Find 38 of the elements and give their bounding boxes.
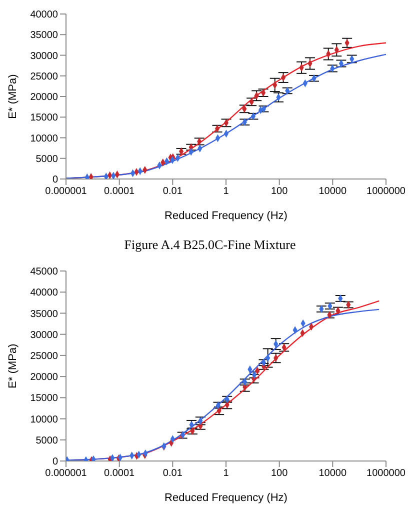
y-tick-label: 20000 (30, 372, 58, 384)
y-tick-label: 10000 (30, 133, 58, 144)
y-tick-label: 35000 (30, 308, 58, 320)
x-tick-label: 0.01 (162, 186, 183, 198)
x-tick-label: 1 (223, 186, 230, 198)
x-tick-label: 100 (270, 468, 288, 480)
y-tick-label: 15000 (30, 112, 58, 124)
x-tick-label: 10000 (318, 186, 348, 198)
x-axis-title: Reduced Frequency (Hz) (164, 492, 288, 504)
y-tick-label: 0 (52, 174, 58, 186)
y-tick-label: 20000 (30, 92, 58, 104)
y-tick-label: 5000 (36, 435, 58, 446)
y-tick-label: 45000 (30, 266, 58, 278)
y-tick-label: 40000 (30, 10, 58, 21)
y-tick-label: 40000 (30, 288, 58, 299)
x-tick-label: 10000 (318, 468, 348, 480)
x-axis-title: Reduced Frequency (Hz) (164, 210, 288, 222)
y-axis-title: E* (MPa) (6, 344, 19, 388)
y-tick-label: 30000 (30, 330, 58, 341)
y-tick-label: 35000 (30, 30, 58, 42)
y-tick-label: 5000 (36, 154, 58, 165)
y-tick-label: 30000 (30, 50, 58, 62)
y-tick-label: 10000 (30, 414, 58, 426)
y-tick-label: 0 (52, 456, 58, 468)
y-tick-label: 25000 (30, 350, 58, 362)
x-tick-label: 0.0001 (104, 468, 136, 480)
x-tick-label: 0.0001 (104, 186, 136, 198)
y-tick-label: 15000 (30, 393, 58, 404)
x-tick-label: 1000000 (366, 186, 406, 198)
x-tick-label: 100 (270, 186, 288, 198)
x-tick-label: 0.000001 (45, 186, 88, 198)
x-tick-label: 0.000001 (45, 468, 88, 480)
x-tick-label: 1 (223, 468, 230, 480)
y-tick-label: 25000 (30, 71, 58, 82)
text: Figure A.4 B25.0C-Fine Mixture (123, 237, 297, 253)
x-tick-label: 1000000 (366, 468, 406, 480)
y-axis-title: E* (MPa) (6, 74, 19, 119)
x-tick-label: 0.01 (162, 468, 183, 480)
